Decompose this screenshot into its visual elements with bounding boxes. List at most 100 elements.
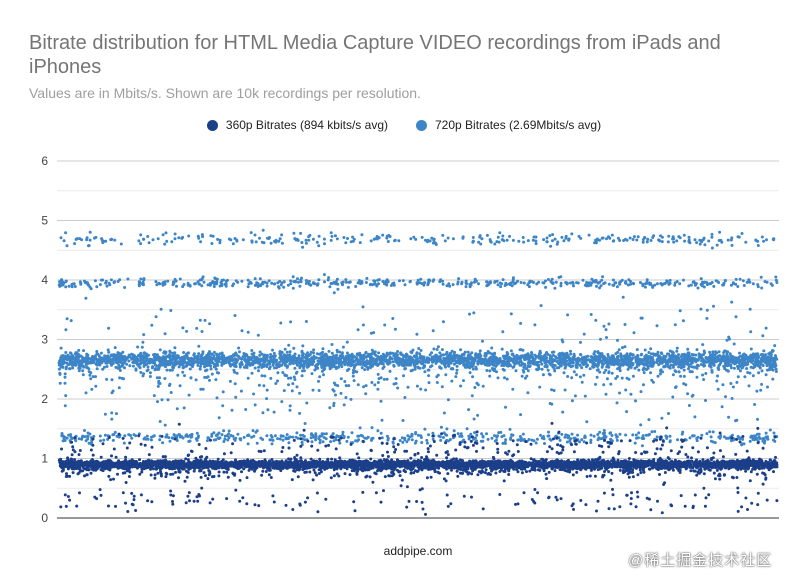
point-720p: [574, 365, 578, 369]
point-720p: [239, 363, 242, 367]
point-720p: [148, 371, 152, 375]
point-720p: [391, 351, 395, 355]
point-720p: [650, 378, 654, 382]
point-720p: [115, 360, 118, 363]
point-720p: [393, 327, 397, 331]
point-720p: [635, 348, 639, 352]
point-720p: [410, 433, 414, 437]
point-720p: [651, 380, 655, 384]
point-720p: [372, 279, 376, 283]
point-720p: [640, 358, 644, 362]
legend-swatch-720p: [416, 119, 427, 131]
point-720p: [674, 385, 678, 389]
point-720p: [418, 352, 422, 356]
point-720p: [59, 346, 63, 350]
point-720p: [206, 283, 210, 287]
point-720p: [721, 283, 725, 287]
point-720p: [435, 381, 439, 384]
point-720p: [136, 354, 140, 358]
point-720p: [69, 319, 73, 323]
point-720p: [624, 280, 628, 284]
point-720p: [197, 352, 201, 356]
point-720p: [730, 357, 734, 361]
point-720p: [220, 351, 224, 355]
point-720p: [81, 364, 85, 368]
point-720p: [309, 436, 313, 440]
point-720p: [428, 353, 432, 357]
point-720p: [150, 323, 154, 327]
point-720p: [677, 370, 681, 374]
point-720p: [273, 434, 277, 438]
point-720p: [447, 355, 451, 359]
point-720p: [652, 353, 656, 357]
point-720p: [391, 440, 395, 444]
point-720p: [509, 349, 513, 353]
point-720p: [341, 280, 345, 284]
point-720p: [441, 282, 445, 286]
point-720p: [119, 352, 123, 356]
point-720p: [492, 353, 496, 357]
point-720p: [565, 351, 569, 355]
legend-label-720p: 720p Bitrates (2.69Mbits/s avg): [435, 118, 602, 132]
point-720p: [727, 335, 731, 339]
point-720p: [409, 237, 413, 241]
point-720p: [493, 280, 497, 284]
point-720p: [578, 375, 582, 379]
point-720p: [277, 239, 281, 243]
point-720p: [457, 354, 460, 358]
point-720p: [370, 426, 374, 430]
point-720p: [305, 401, 309, 405]
point-720p: [643, 285, 647, 289]
point-720p: [754, 358, 758, 362]
point-720p: [211, 234, 215, 238]
legend-item-360p[interactable]: 360p Bitrates (894 kbits/s avg): [206, 118, 388, 132]
point-720p: [725, 436, 729, 440]
point-720p: [663, 360, 667, 363]
point-720p: [236, 432, 240, 436]
point-720p: [388, 235, 392, 238]
point-720p: [58, 358, 62, 362]
point-720p: [594, 382, 597, 386]
point-720p: [172, 281, 176, 285]
point-720p: [291, 382, 295, 386]
point-720p: [407, 361, 410, 365]
point-720p: [473, 436, 477, 440]
point-720p: [547, 430, 550, 434]
point-720p: [490, 366, 494, 370]
point-720p: [92, 434, 96, 438]
point-720p: [142, 277, 146, 281]
point-720p: [618, 367, 622, 370]
point-720p: [593, 354, 597, 358]
point-720p: [187, 360, 190, 364]
point-720p: [125, 362, 129, 366]
point-720p: [548, 402, 552, 405]
point-720p: [695, 366, 699, 370]
legend-item-720p[interactable]: 720p Bitrates (2.69Mbits/s avg): [416, 118, 601, 132]
point-720p: [749, 347, 753, 351]
point-720p: [709, 365, 713, 369]
point-720p: [570, 376, 574, 380]
point-720p: [196, 234, 200, 238]
point-720p: [601, 236, 605, 240]
point-720p: [299, 433, 303, 437]
point-720p: [423, 370, 427, 374]
point-720p: [464, 365, 468, 369]
point-720p: [294, 238, 298, 242]
point-720p: [764, 373, 768, 377]
point-720p: [188, 367, 192, 371]
point-720p: [662, 282, 666, 286]
point-720p: [258, 350, 262, 354]
point-720p: [759, 388, 763, 392]
point-720p: [734, 277, 738, 281]
point-720p: [656, 374, 660, 378]
point-720p: [315, 240, 319, 244]
point-720p: [668, 357, 672, 361]
point-720p: [760, 369, 764, 373]
point-720p: [616, 338, 619, 342]
point-720p: [426, 240, 429, 244]
point-720p: [734, 362, 738, 365]
point-720p: [655, 361, 659, 364]
y-tick-label-1: 1: [41, 452, 48, 466]
point-720p: [288, 404, 292, 408]
point-720p: [282, 285, 286, 289]
